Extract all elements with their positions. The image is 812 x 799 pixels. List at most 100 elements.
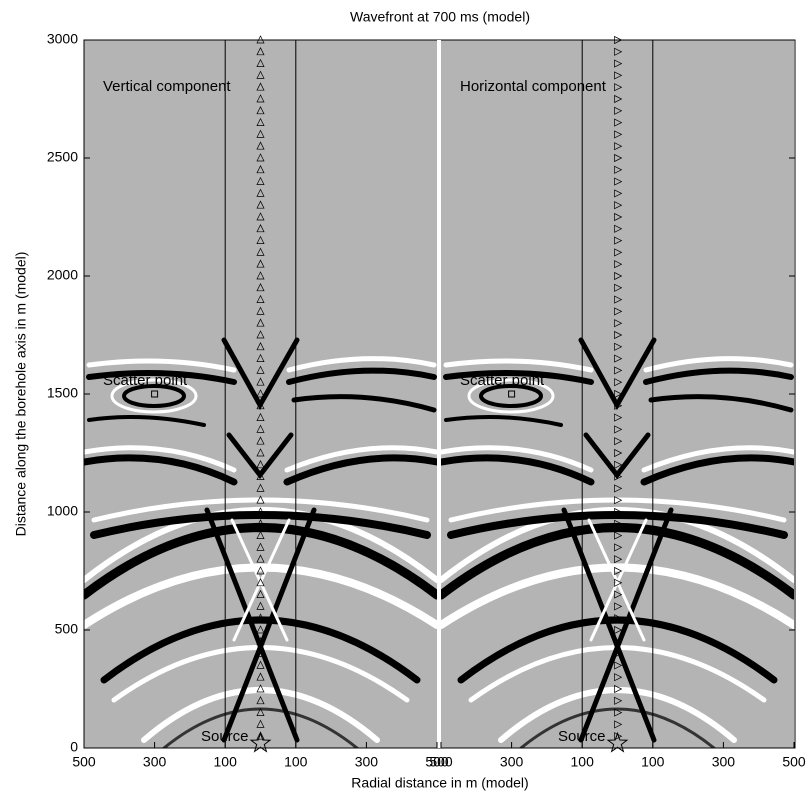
receiver [614,130,623,139]
receiver [256,117,265,126]
receiver [614,165,623,174]
receiver [614,555,623,564]
receiver [614,319,623,328]
x-axis-label: Radial distance in m (model) [351,775,528,791]
receiver [614,519,623,528]
receiver [256,483,265,492]
receiver [256,719,265,728]
receiver [614,649,623,658]
receiver [256,365,265,374]
panel-label: Horizontal component [460,78,607,95]
receiver [614,59,623,68]
receiver [614,496,623,505]
receiver [614,437,623,446]
receiver [256,672,265,681]
receiver [256,625,265,634]
receiver [614,448,623,458]
receiver [256,684,265,693]
wavefield [84,40,437,748]
scatter-point [508,390,516,398]
receiver [614,614,623,623]
receiver [256,318,265,327]
x-tick-label: 500 [429,754,453,770]
receiver [256,82,265,91]
y-tick-label: 2000 [47,267,78,283]
x-tick-label: 100 [214,754,238,770]
receiver [614,189,623,198]
receiver [614,342,623,351]
receiver [256,471,265,480]
source-label: Source [201,728,249,745]
receiver [614,531,623,540]
x-tick-label: 100 [641,754,665,770]
receiver [614,212,623,222]
receiver [614,472,623,481]
receiver [614,484,623,493]
receiver [256,601,265,610]
receiver [614,661,623,670]
receiver [614,625,623,635]
receiver [614,201,623,210]
receiver [256,519,265,528]
receiver [256,542,265,551]
receiver [614,35,623,45]
receiver [614,153,623,163]
panel-label: Vertical component [103,78,231,95]
receiver [256,306,265,315]
y-tick-label: 3000 [47,31,78,47]
source [249,731,272,753]
y-tick-label: 500 [55,621,79,637]
receiver [614,720,623,729]
receiver [614,224,623,233]
receiver [256,731,265,740]
receiver [256,696,265,705]
receiver [256,35,265,44]
y-tick-label: 1000 [47,503,78,519]
receiver [256,58,265,67]
wavefield [441,40,794,748]
receiver [256,401,265,410]
receiver [256,176,265,185]
receiver [614,401,623,410]
receiver [256,377,265,386]
y-tick-label: 2500 [47,149,78,165]
receiver [256,283,265,292]
receiver [614,413,623,422]
panel-gap [437,40,441,748]
receiver [614,637,623,646]
receiver [256,259,265,268]
x-tick-label: 300 [500,754,524,770]
receiver [256,342,265,351]
receiver [256,94,265,103]
x-tick-label: 500 [425,754,449,770]
receiver [256,637,265,646]
receiver [614,366,623,375]
x-tick-label: 100 [284,754,308,770]
y-axis-label: Distance along the borehole axis in m (m… [13,252,29,537]
receiver [614,696,623,705]
receiver [614,271,623,281]
receiver [614,566,623,576]
receiver [614,142,623,151]
receiver [256,436,265,445]
scatter-point [151,390,159,398]
receiver [614,106,623,115]
receiver [614,94,623,104]
scatter-label: Scatter point [460,372,545,389]
receiver [256,247,265,256]
receiver [256,648,265,657]
receiver [256,165,265,174]
receiver [256,613,265,622]
receiver [614,708,623,717]
receiver [614,590,623,599]
receiver [256,495,265,504]
receiver [614,460,623,469]
receiver [256,330,265,339]
receiver [614,177,623,186]
receiver [256,294,265,303]
receiver [614,684,623,694]
receiver [256,353,265,362]
receiver [256,106,265,115]
receiver [256,589,265,598]
receiver [614,330,623,340]
